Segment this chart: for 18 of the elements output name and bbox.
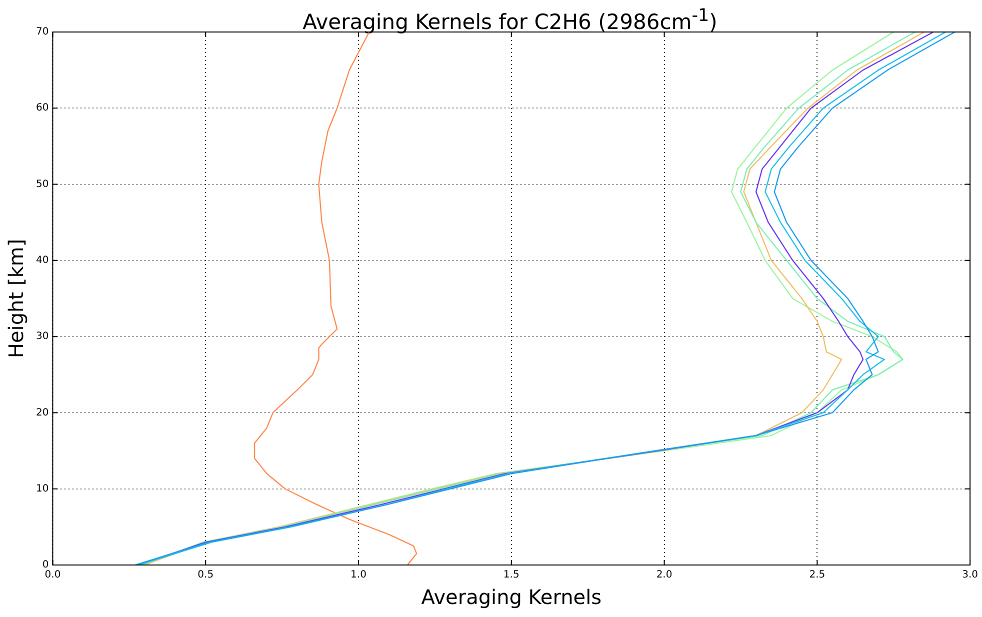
y-tick-label: 50 — [36, 178, 49, 190]
y-tick-label: 0 — [42, 560, 49, 571]
y-tick-label: 40 — [36, 255, 49, 266]
x-tick-label: 3.0 — [962, 570, 978, 581]
y-tick-label: 20 — [36, 407, 49, 418]
y-tick-label: 30 — [36, 331, 49, 342]
x-tick-label: 2.5 — [809, 570, 826, 581]
x-tick-label: 0.5 — [198, 570, 214, 581]
x-tick-label: 1.0 — [350, 570, 366, 581]
x-tick-label: 2.0 — [656, 570, 672, 581]
x-tick-label: 0.0 — [44, 570, 61, 581]
y-tick-label: 10 — [36, 483, 49, 494]
y-axis-title: Height [km] — [4, 238, 28, 358]
x-tick-label: 1.5 — [503, 570, 520, 581]
y-tick-label: 60 — [36, 102, 49, 114]
y-tick-label: 70 — [36, 26, 49, 38]
chart-title: Averaging Kernels for C2H6 (2986cm$^{-1}$) — [302, 6, 718, 34]
x-axis-title: Averaging Kernels — [421, 585, 602, 610]
